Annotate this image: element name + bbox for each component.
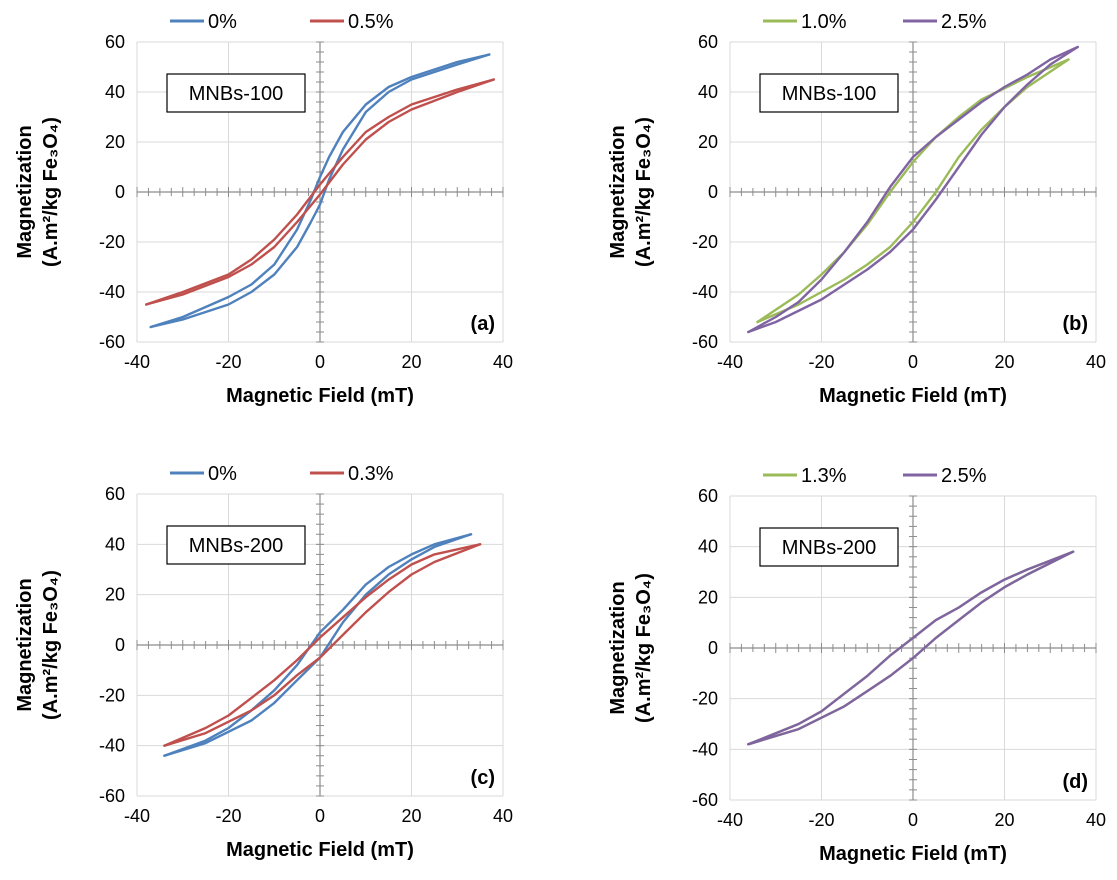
y-tick-label: 0 — [115, 182, 125, 202]
y-tick-label: -40 — [692, 282, 718, 302]
x-axis-title: Magnetic Field (mT) — [819, 385, 1007, 407]
legend-label: 2.5% — [941, 11, 987, 33]
legend-label: 0.5% — [348, 11, 394, 33]
y-tick-label: -60 — [99, 332, 125, 352]
y-tick-label: 20 — [698, 132, 718, 152]
x-tick-label: -40 — [124, 352, 150, 372]
y-tick-label: -40 — [99, 736, 125, 756]
y-tick-label: -20 — [692, 232, 718, 252]
series-line-1-ascending — [163, 533, 473, 757]
y-tick-label: 0 — [115, 635, 125, 655]
x-tick-label: -40 — [717, 810, 743, 830]
y-axis-title-line1: Magnetization — [607, 581, 629, 714]
series-line-2-descending — [747, 550, 1075, 746]
panel-label: (a) — [471, 313, 495, 335]
x-tick-label: -20 — [808, 352, 834, 372]
sample-label-box — [166, 525, 306, 565]
y-axis-title-line1: Magnetization — [14, 125, 36, 258]
legend-label: 1.0% — [801, 11, 847, 33]
x-tick-label: 20 — [994, 352, 1014, 372]
y-tick-label: 40 — [698, 82, 718, 102]
y-axis-title-line2: (A.m²/kg Fe₃O₄) — [40, 570, 62, 720]
sample-label: MNBs-100 — [189, 83, 283, 105]
y-axis-title-line1: Magnetization — [14, 578, 36, 711]
panel-label: (c) — [471, 767, 495, 789]
legend-label: 2.5% — [941, 465, 987, 487]
series-line-2-ascending — [747, 45, 1079, 334]
sample-label-box — [166, 73, 306, 113]
series-line-2-ascending — [144, 78, 495, 306]
legend-label: 1.3% — [801, 465, 847, 487]
y-tick-label: -20 — [692, 689, 718, 709]
x-axis-title: Magnetic Field (mT) — [226, 385, 414, 407]
y-tick-label: 20 — [105, 585, 125, 605]
x-tick-label: -20 — [215, 806, 241, 826]
y-tick-label: 20 — [105, 132, 125, 152]
x-tick-label: 40 — [493, 806, 513, 826]
y-tick-label: -20 — [99, 685, 125, 705]
y-tick-label: 60 — [698, 32, 718, 52]
y-axis-title-line2: (A.m²/kg Fe₃O₄) — [633, 573, 655, 723]
legend-label: 0% — [208, 463, 237, 485]
y-tick-label: -40 — [99, 282, 125, 302]
legend-label: 0.3% — [348, 463, 394, 485]
x-axis-title: Magnetic Field (mT) — [226, 839, 414, 861]
y-tick-label: -60 — [99, 786, 125, 806]
y-tick-label: 60 — [698, 486, 718, 506]
y-tick-label: 0 — [708, 182, 718, 202]
x-tick-label: 40 — [1086, 352, 1106, 372]
x-tick-label: -40 — [717, 352, 743, 372]
y-tick-label: 0 — [708, 638, 718, 658]
x-tick-label: -20 — [808, 810, 834, 830]
x-tick-label: -40 — [124, 806, 150, 826]
sample-label: MNBs-200 — [189, 535, 283, 557]
y-tick-label: 40 — [698, 537, 718, 557]
y-tick-label: 40 — [105, 534, 125, 554]
y-tick-label: 40 — [105, 82, 125, 102]
series-line-1-descending — [149, 53, 491, 329]
series-line-2-ascending — [747, 550, 1075, 746]
x-tick-label: 20 — [401, 352, 421, 372]
series-line-2-descending — [747, 45, 1079, 334]
series-line-1-ascending — [149, 53, 491, 329]
y-axis-title-line2: (A.m²/kg Fe₃O₄) — [40, 117, 62, 267]
x-tick-label: 0 — [908, 810, 918, 830]
x-tick-label: 40 — [1086, 810, 1106, 830]
x-tick-label: 0 — [315, 806, 325, 826]
panel-label: (d) — [1062, 771, 1088, 793]
y-axis-title-line1: Magnetization — [607, 125, 629, 258]
y-axis-title-line2: (A.m²/kg Fe₃O₄) — [633, 117, 655, 267]
series-line-2-ascending — [163, 543, 482, 747]
x-tick-label: 40 — [493, 352, 513, 372]
sample-label-box — [759, 527, 899, 567]
y-tick-label: 20 — [698, 587, 718, 607]
x-tick-label: 20 — [994, 810, 1014, 830]
x-axis-title: Magnetic Field (mT) — [819, 843, 1007, 865]
y-tick-label: -60 — [692, 332, 718, 352]
x-tick-label: -20 — [215, 352, 241, 372]
panel-label: (b) — [1062, 313, 1088, 335]
y-tick-label: -60 — [692, 790, 718, 810]
x-tick-label: 20 — [401, 806, 421, 826]
x-tick-label: 0 — [908, 352, 918, 372]
sample-label: MNBs-200 — [782, 537, 876, 559]
legend-label: 0% — [208, 11, 237, 33]
y-tick-label: -40 — [692, 739, 718, 759]
y-tick-label: 60 — [105, 484, 125, 504]
sample-label-box — [759, 73, 899, 113]
y-tick-label: -20 — [99, 232, 125, 252]
x-tick-label: 0 — [315, 352, 325, 372]
sample-label: MNBs-100 — [782, 83, 876, 105]
series-line-2-descending — [163, 543, 482, 747]
y-tick-label: 60 — [105, 32, 125, 52]
series-line-2-descending — [144, 78, 495, 306]
series-line-1-descending — [163, 533, 473, 757]
